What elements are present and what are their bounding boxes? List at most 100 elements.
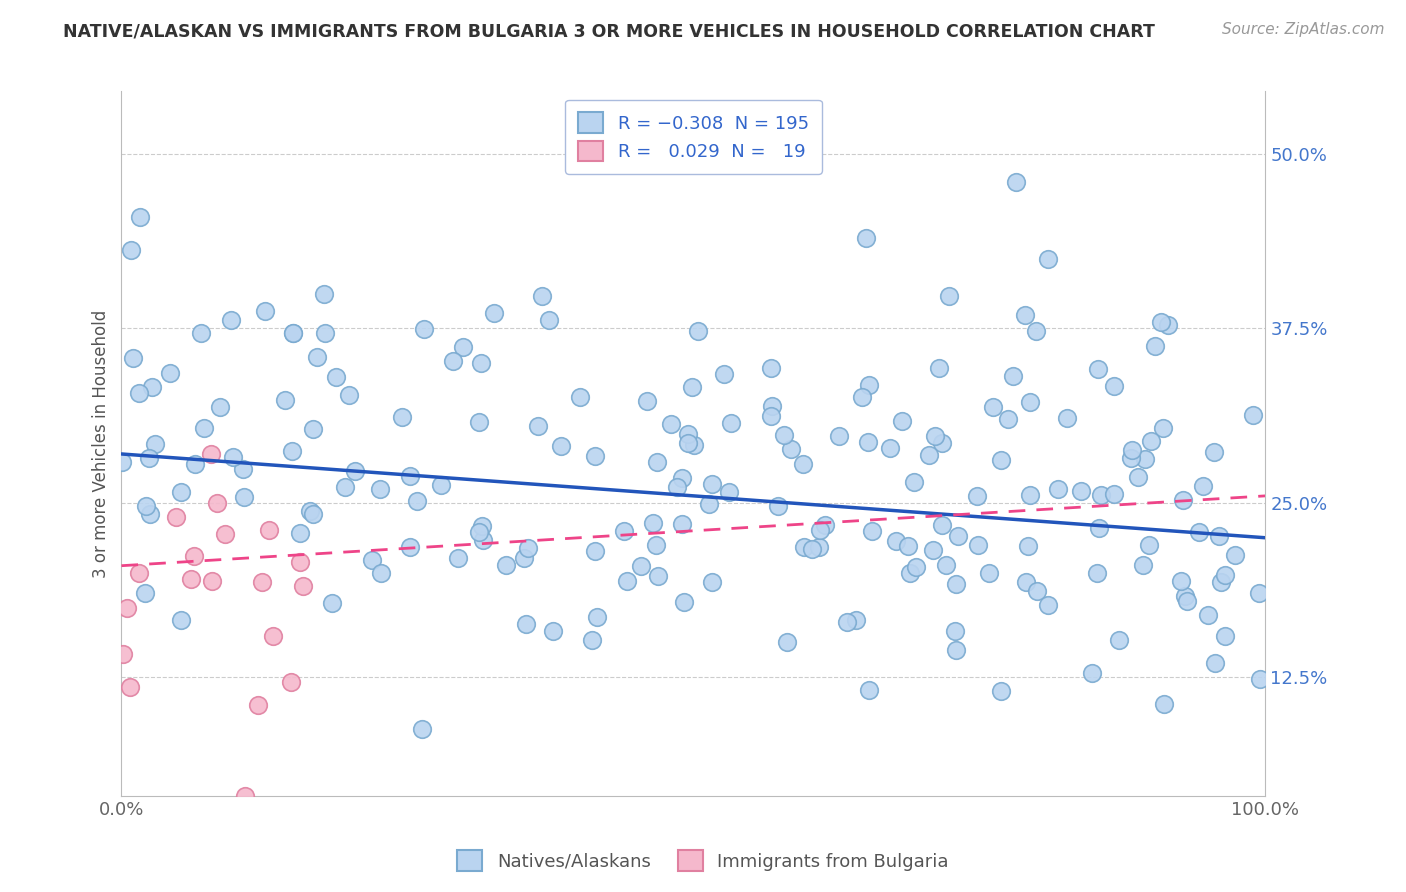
Point [922, 542, 945, 557]
Point [472, 533, 495, 548]
Point [200, 447, 222, 461]
Point [451, 340, 474, 354]
Point [1137, 538, 1160, 552]
Point [368, 482, 391, 496]
Point [581, 632, 603, 647]
Point [1085, 566, 1108, 580]
Point [801, 542, 824, 557]
Point [713, 367, 735, 381]
Point [931, 518, 953, 533]
Point [321, 596, 343, 610]
Point [468, 415, 491, 429]
Point [259, 524, 281, 538]
Point [262, 628, 284, 642]
Point [1213, 567, 1236, 582]
Point [904, 559, 927, 574]
Point [647, 569, 669, 583]
Point [1081, 665, 1104, 680]
Point [541, 624, 564, 638]
Point [430, 477, 453, 491]
Point [1170, 574, 1192, 588]
Point [1026, 584, 1049, 599]
Point [1197, 608, 1219, 623]
Point [471, 519, 494, 533]
Point [135, 499, 157, 513]
Point [515, 616, 537, 631]
Point [792, 457, 814, 471]
Point [325, 369, 347, 384]
Point [759, 409, 782, 424]
Point [1211, 574, 1233, 589]
Point [879, 441, 901, 455]
Point [413, 322, 436, 336]
Point [193, 420, 215, 434]
Point [517, 541, 540, 556]
Point [967, 538, 990, 552]
Point [897, 539, 920, 553]
Point [928, 361, 950, 376]
Point [399, 468, 422, 483]
Point [1070, 483, 1092, 498]
Point [814, 518, 837, 533]
Point [495, 558, 517, 572]
Point [512, 550, 534, 565]
Point [1188, 524, 1211, 539]
Point [761, 399, 783, 413]
Point [1247, 586, 1270, 600]
Point [314, 326, 336, 341]
Point [302, 507, 325, 521]
Point [1002, 368, 1025, 383]
Point [361, 553, 384, 567]
Point [1108, 632, 1130, 647]
Text: NATIVE/ALASKAN VS IMMIGRANTS FROM BULGARIA 3 OR MORE VEHICLES IN HOUSEHOLD CORRE: NATIVE/ALASKAN VS IMMIGRANTS FROM BULGAR… [63, 22, 1156, 40]
Point [120, 243, 142, 257]
Point [470, 356, 492, 370]
Point [537, 313, 560, 327]
Point [1038, 598, 1060, 612]
Point [641, 516, 664, 531]
Point [406, 494, 429, 508]
Point [931, 435, 953, 450]
Point [1025, 324, 1047, 338]
Point [1104, 487, 1126, 501]
Point [232, 462, 254, 476]
Point [780, 442, 803, 457]
Point [138, 507, 160, 521]
Point [856, 434, 879, 449]
Point [207, 496, 229, 510]
Point [1121, 450, 1143, 465]
Point [636, 393, 658, 408]
Point [673, 595, 696, 609]
Point [681, 380, 703, 394]
Point [1157, 318, 1180, 332]
Point [1213, 629, 1236, 643]
Point [851, 391, 873, 405]
Point [180, 572, 202, 586]
Point [1036, 252, 1059, 266]
Point [613, 524, 636, 539]
Point [1144, 338, 1167, 352]
Point [1019, 394, 1042, 409]
Point [110, 455, 132, 469]
Point [1090, 488, 1112, 502]
Point [793, 541, 815, 555]
Point [1192, 479, 1215, 493]
Point [917, 449, 939, 463]
Point [773, 428, 796, 442]
Point [335, 480, 357, 494]
Point [945, 643, 967, 657]
Point [134, 586, 156, 600]
Point [807, 540, 830, 554]
Point [183, 549, 205, 563]
Point [115, 600, 138, 615]
Point [671, 471, 693, 485]
Point [1241, 409, 1264, 423]
Point [288, 526, 311, 541]
Point [1135, 452, 1157, 467]
Point [447, 551, 470, 566]
Point [855, 231, 877, 245]
Point [659, 417, 682, 431]
Point [1174, 589, 1197, 603]
Point [233, 789, 256, 804]
Point [568, 390, 591, 404]
